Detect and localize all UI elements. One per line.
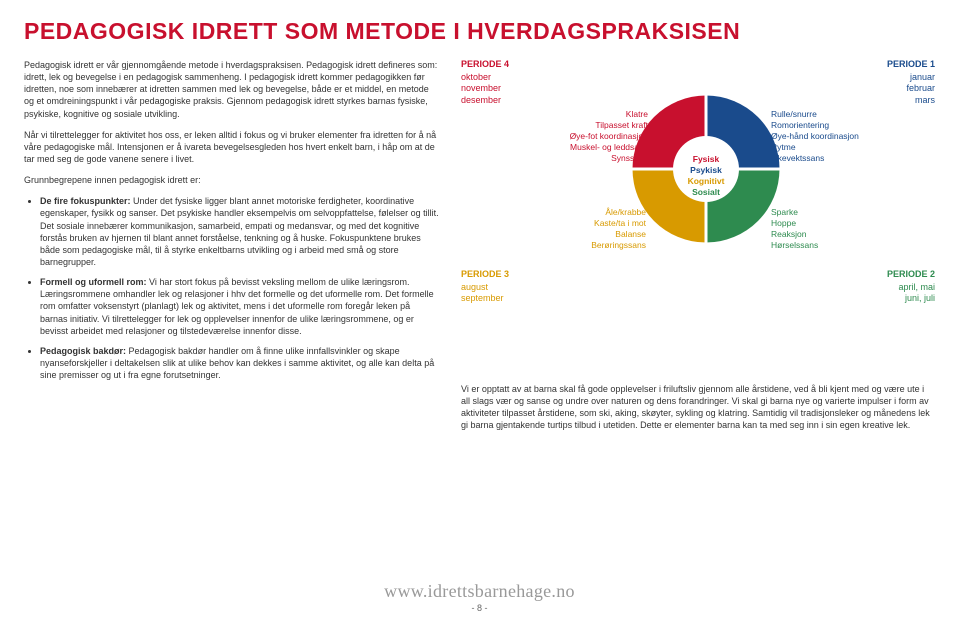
period-2-box: PERIODE 2 april, mai juni, juli — [867, 269, 935, 305]
bullet-1: De fire fokuspunkter: Under det fysiske … — [40, 195, 439, 268]
bullet-2: Formell og uformell rom: Vi har stort fo… — [40, 276, 439, 337]
period-1-months: januar februar mars — [867, 72, 935, 107]
period-3-months: august september — [461, 282, 529, 305]
period-pie-chart: PERIODE 4 oktober november desember PERI… — [461, 59, 935, 379]
footer-url: www.idrettsbarnehage.no — [0, 581, 959, 602]
quadrant-top-right-labels: Rulle/snurre Romorientering Øye-hånd koo… — [771, 109, 901, 164]
period-1-title: PERIODE 1 — [867, 59, 935, 71]
intro-paragraph-3: Grunnbegrepene innen pedagogisk idrett e… — [24, 174, 439, 186]
intro-paragraph-1: Pedagogisk idrett er vår gjennomgående m… — [24, 59, 439, 120]
left-column: Pedagogisk idrett er vår gjennomgående m… — [24, 59, 439, 432]
pie-icon — [631, 94, 781, 244]
bullet-2-head: Formell og uformell rom: — [40, 277, 147, 287]
bullet-3-head: Pedagogisk bakdør: — [40, 346, 126, 356]
right-column: PERIODE 4 oktober november desember PERI… — [461, 59, 935, 432]
page-footer: www.idrettsbarnehage.no - 8 - — [0, 581, 959, 613]
bullet-1-body: Under det fysiske ligger blant annet mot… — [40, 196, 439, 267]
intro-paragraph-2: Når vi tilrettelegger for aktivitet hos … — [24, 129, 439, 165]
bullet-3: Pedagogisk bakdør: Pedagogisk bakdør han… — [40, 345, 439, 381]
bullet-list: De fire fokuspunkter: Under det fysiske … — [24, 195, 439, 381]
period-3-title: PERIODE 3 — [461, 269, 529, 281]
period-3-box: PERIODE 3 august september — [461, 269, 529, 305]
period-1-box: PERIODE 1 januar februar mars — [867, 59, 935, 107]
bullet-1-head: De fire fokuspunkter: — [40, 196, 131, 206]
page-title: PEDAGOGISK IDRETT SOM METODE I HVERDAGSP… — [24, 18, 935, 45]
footer-page-number: - 8 - — [0, 603, 959, 613]
two-column-layout: Pedagogisk idrett er vår gjennomgående m… — [24, 59, 935, 432]
quadrant-bottom-right-labels: Sparke Hoppe Reaksjon Hørselssans — [771, 207, 871, 251]
period-4-box: PERIODE 4 oktober november desember — [461, 59, 529, 107]
period-2-title: PERIODE 2 — [867, 269, 935, 281]
period-2-months: april, mai juni, juli — [867, 282, 935, 305]
period-4-title: PERIODE 4 — [461, 59, 529, 71]
period-4-months: oktober november desember — [461, 72, 529, 107]
right-paragraph: Vi er opptatt av at barna skal få gode o… — [461, 383, 935, 432]
